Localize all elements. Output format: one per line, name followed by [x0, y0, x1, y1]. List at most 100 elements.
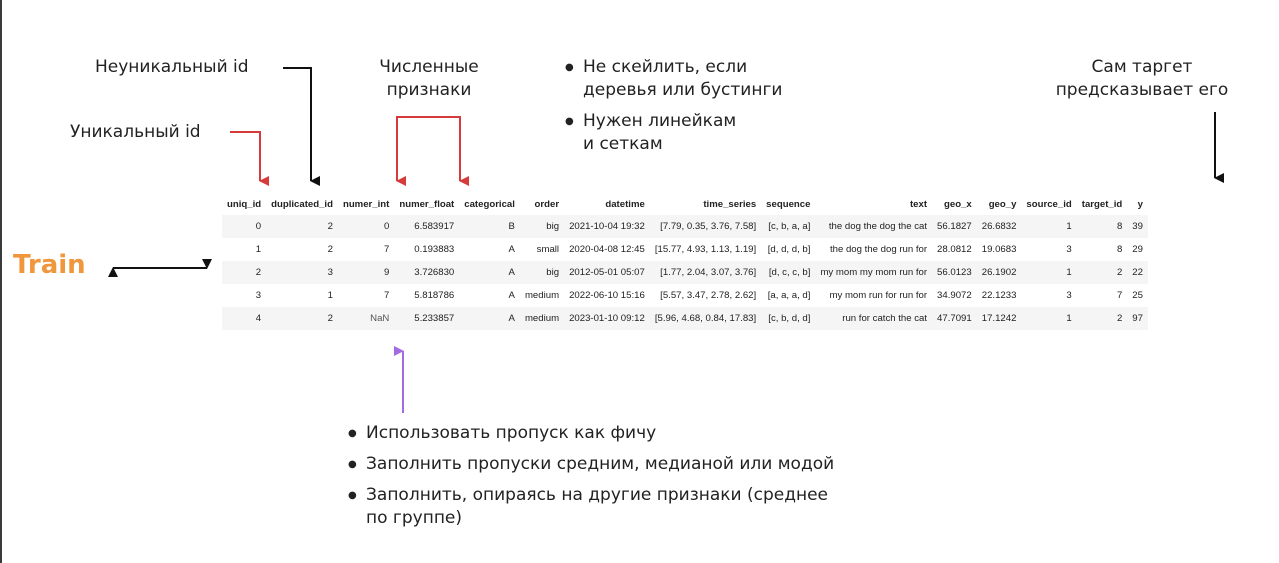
table-cell-numer_float: 5.233857 — [394, 307, 460, 330]
table-cell-datetime: 2023-01-10 09:12 — [564, 307, 650, 330]
bullet-line: деревья или бустинги — [583, 80, 783, 100]
unique-id-label: Уникальный id — [70, 122, 201, 142]
table-cell-geo_x: 34.9072 — [937, 290, 972, 301]
table-cell-order: big — [519, 215, 565, 238]
bullet-line: и сеткам — [583, 134, 663, 154]
target-note-line2: предсказывает его — [1055, 80, 1229, 100]
table-cell-numer_int: 7 — [384, 290, 390, 301]
table-cell-source_id: 1 — [1021, 307, 1077, 330]
table-cell-uniq_id: 3 — [255, 290, 262, 301]
bullet-line: Использовать пропуск как фичу — [366, 423, 657, 443]
table-cell-order: big — [519, 261, 565, 284]
table-cell-y: 29 — [1132, 244, 1143, 255]
table-cell-geo_x: 56.1827 — [932, 215, 977, 238]
table-cell-geo_y: 17.1242 — [976, 307, 1022, 330]
table-cell-sequence: [d, d, d, b] — [767, 244, 811, 255]
numeric-int-arrow — [396, 116, 469, 186]
table-cell-sequence: [a, a, a, d] — [767, 290, 811, 301]
table-cell-uniq_id: 0 — [222, 215, 267, 238]
column-header: time_series — [703, 198, 757, 210]
table-cell-time_series: [1.77, 2.04, 3.07, 3.76] — [649, 261, 762, 284]
table-cell-datetime: 2022-06-10 15:16 — [569, 290, 645, 301]
table-cell-categorical: A — [508, 290, 515, 301]
table-cell-geo_x: 56.0123 — [932, 261, 977, 284]
table-cell-source_id: 3 — [1066, 290, 1072, 301]
table-cell-order: small — [536, 244, 560, 255]
numeric-features-label: Численные признаки — [368, 56, 490, 102]
missing-bullet: Заполнить пропуски средним, медианой или… — [348, 453, 948, 476]
column-header: geo_x — [944, 198, 972, 210]
numeric-features-line2: признаки — [386, 80, 472, 100]
bullet-line: Заполнить, опираясь на другие признаки (… — [366, 485, 829, 505]
table-cell-time_series: [5.96, 4.68, 0.84, 17.83] — [649, 307, 762, 330]
table-cell-numer_int: 7 — [384, 244, 390, 255]
train-dataframe: uniq_id duplicated_id numer_int numer_fl… — [222, 193, 1148, 330]
table-cell-categorical: B — [459, 215, 520, 238]
table-cell-text: the dog the dog the cat — [815, 215, 933, 238]
unique-id-arrow — [230, 131, 269, 186]
table-cell-duplicated_id: 2 — [266, 307, 338, 330]
missing-bullet: Заполнить, опираясь на другие признаки (… — [348, 484, 948, 530]
table-cell-sequence: [c, b, a, a] — [761, 215, 816, 238]
frame-left-border — [0, 0, 2, 563]
table-cell-sequence: [c, b, d, d] — [761, 307, 816, 330]
table-cell-categorical: A — [459, 307, 520, 330]
table-cell-geo_x: 28.0812 — [937, 244, 972, 255]
table-cell-categorical: A — [459, 261, 520, 284]
column-header: order — [534, 198, 560, 210]
missing-bullet: Использовать пропуск как фичу — [348, 422, 948, 445]
column-header: duplicated_id — [271, 198, 333, 210]
table-cell-duplicated_id: 2 — [266, 215, 338, 238]
table-cell-text: my mom my mom run for — [815, 261, 933, 284]
table-cell-target_id: 2 — [1076, 261, 1128, 284]
table-cell-categorical: A — [508, 244, 515, 255]
table-cell-target_id: 8 — [1076, 215, 1128, 238]
bullet-line: Нужен линейкам — [583, 111, 737, 131]
column-header: uniq_id — [227, 198, 262, 210]
table-cell-geo_x: 47.7091 — [932, 307, 977, 330]
table-cell-order: medium — [519, 307, 565, 330]
column-header: text — [909, 198, 928, 210]
table-cell-text: the dog the dog run for — [829, 244, 928, 255]
table-cell-time_series: [7.79, 0.35, 3.76, 7.58] — [649, 215, 762, 238]
table-cell-time_series: [15.77, 4.93, 1.13, 1.19] — [654, 244, 757, 255]
table-cell-target_id: 8 — [1116, 244, 1123, 255]
table-cell-geo_y: 22.1233 — [981, 290, 1017, 301]
bullet-line: Не скейлить, если — [583, 57, 748, 77]
table-cell-y: 39 — [1127, 215, 1148, 238]
table-cell-datetime: 2012-05-01 05:07 — [564, 261, 650, 284]
missing-value-bullets: Использовать пропуск как фичу Заполнить … — [348, 422, 948, 538]
table-cell-numer_float: 5.818786 — [414, 290, 455, 301]
table-cell-duplicated_id: 2 — [327, 244, 333, 255]
bullet-line: по группе) — [366, 508, 463, 528]
table-cell-duplicated_id: 1 — [327, 290, 333, 301]
table-cell-sequence: [d, c, c, b] — [761, 261, 816, 284]
table-cell-source_id: 1 — [1021, 261, 1077, 284]
table-cell-y: 97 — [1127, 307, 1148, 330]
column-header: geo_y — [988, 198, 1017, 210]
table-cell-y: 25 — [1132, 290, 1143, 301]
table-cell-numer_int: 0 — [337, 215, 395, 238]
table-cell-datetime: 2021-10-04 19:32 — [564, 215, 650, 238]
table-cell-numer_int: NaN — [337, 307, 395, 330]
column-header: categorical — [464, 198, 515, 210]
column-header: source_id — [1026, 198, 1072, 210]
table-cell-numer_int: 9 — [337, 261, 395, 284]
table-cell-geo_y: 19.0683 — [981, 244, 1017, 255]
nonunique-id-arrow — [283, 67, 320, 186]
table-cell-time_series: [5.57, 3.47, 2.78, 2.62] — [660, 290, 757, 301]
table-cell-target_id: 2 — [1076, 307, 1128, 330]
column-header: numer_float — [399, 198, 455, 210]
table-cell-numer_float: 0.193883 — [414, 244, 455, 255]
table-cell-numer_float: 3.726830 — [394, 261, 460, 284]
target-note-label: Сам таргет предсказывает его — [1040, 56, 1244, 102]
table-cell-geo_y: 26.6832 — [976, 215, 1022, 238]
table-cell-numer_float: 6.583917 — [394, 215, 460, 238]
table-cell-uniq_id: 2 — [222, 261, 267, 284]
column-header: y — [1137, 198, 1143, 210]
